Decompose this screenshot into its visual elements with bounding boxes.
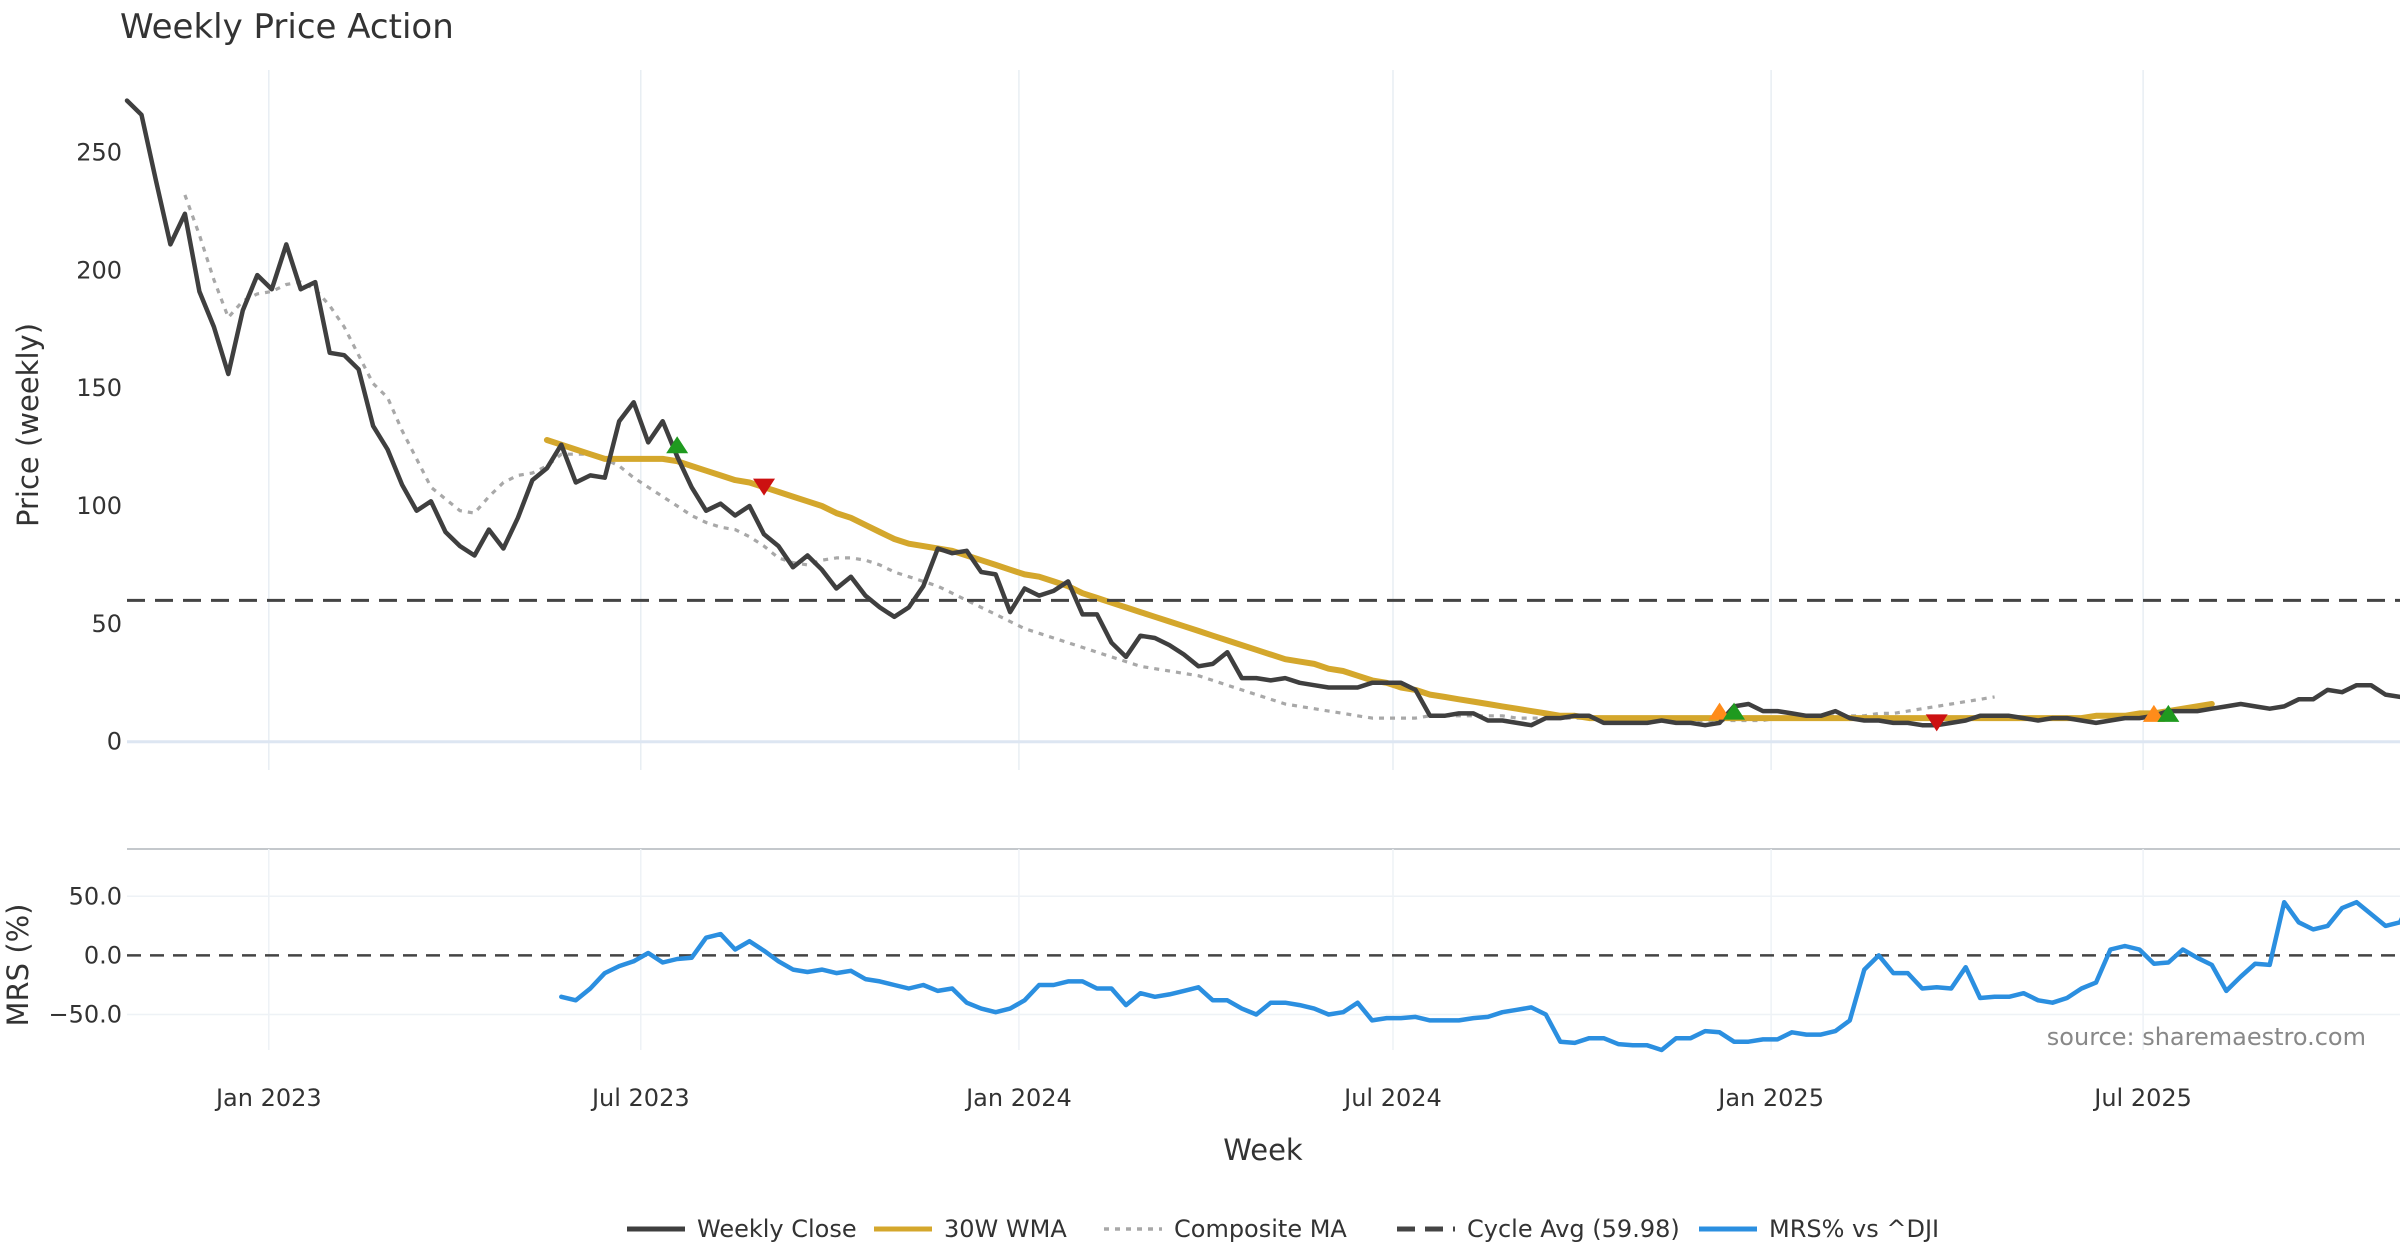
legend-label-mrs-vs-dji: MRS% vs ^DJI xyxy=(1769,1215,1939,1243)
buy-signal-marker-0 xyxy=(666,436,689,454)
price-y-tick-200: 200 xyxy=(76,256,122,284)
x-tick-5: Jul 2025 xyxy=(2092,1084,2192,1112)
sell-signal-marker-1 xyxy=(753,478,776,496)
price-y-tick-250: 250 xyxy=(76,138,122,166)
x-tick-0: Jan 2023 xyxy=(214,1084,322,1112)
x-axis-ticks: Jan 2023 Jul 2023 Jan 2024 Jul 2024 Jan 2025… xyxy=(214,1084,2192,1112)
price-y-tick-50: 50 xyxy=(91,610,122,638)
composite-ma-line xyxy=(183,194,1995,723)
buy-signal-marker-5 xyxy=(2142,704,2165,722)
x-tick-2: Jan 2024 xyxy=(964,1084,1072,1112)
price-grid xyxy=(127,70,2400,770)
price-series xyxy=(124,98,2400,728)
buy-signal-marker-6 xyxy=(2157,704,2180,722)
price-y-ticks: 0 50 100 150 200 250 xyxy=(76,138,122,755)
price-panel: 0 50 100 150 200 250 Price (weekly) xyxy=(11,70,2400,770)
x-tick-4: Jan 2025 xyxy=(1716,1084,1824,1112)
legend-label-cycle-avg-59-98: Cycle Avg (59.98) xyxy=(1467,1215,1680,1243)
mrs-y-ticks: 50.0 0.0 −50.0 xyxy=(48,882,122,1028)
30w-wma-line xyxy=(543,437,2215,722)
mrs-line xyxy=(559,899,2400,1053)
price-signals xyxy=(666,436,2180,732)
price-y-tick-150: 150 xyxy=(76,374,122,402)
mrs-panel: 50.0 0.0 −50.0 MRS (%) source: sharemaestr… xyxy=(1,849,2400,1053)
chart-title: Weekly Price Action xyxy=(120,7,454,47)
mrs-y-axis-title: MRS (%) xyxy=(1,904,35,1027)
legend-label-weekly-close: Weekly Close xyxy=(697,1215,857,1243)
mrs-y-tick-1: 0.0 xyxy=(84,941,122,969)
mrs-grid xyxy=(127,849,2400,1050)
buy-signal-marker-3 xyxy=(1723,702,1746,720)
price-y-tick-100: 100 xyxy=(76,492,122,520)
source-annotation: source: sharemaestro.com xyxy=(2047,1023,2366,1051)
price-y-tick-0: 0 xyxy=(107,728,122,756)
x-tick-3: Jul 2024 xyxy=(1342,1084,1442,1112)
legend: Weekly Close 30W WMA Composite MA Cycle Avg… xyxy=(627,1215,1939,1243)
mrs-series xyxy=(559,899,2400,1053)
x-tick-1: Jul 2023 xyxy=(590,1084,690,1112)
sell-signal-marker-4 xyxy=(1925,714,1948,732)
mrs-y-tick-2: −50.0 xyxy=(48,1001,122,1029)
mrs-y-tick-0: 50.0 xyxy=(69,882,122,910)
weekly-close-line xyxy=(124,98,2400,728)
buy-signal-marker-2 xyxy=(1708,702,1731,720)
legend-label-30w-wma: 30W WMA xyxy=(944,1215,1067,1243)
price-y-axis-title: Price (weekly) xyxy=(11,323,45,527)
legend-label-composite-ma: Composite MA xyxy=(1174,1215,1347,1243)
x-axis-title: Week xyxy=(1223,1133,1303,1167)
